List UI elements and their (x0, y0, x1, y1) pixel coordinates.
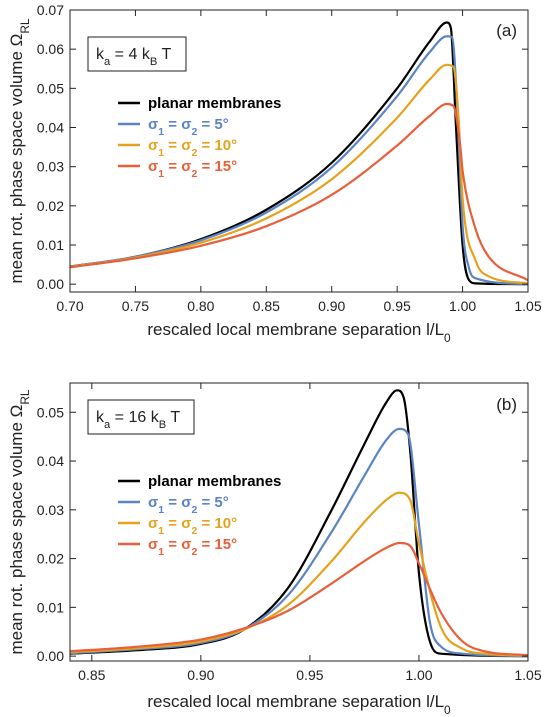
parameter-box-frame (87, 36, 187, 72)
y-tick-label: 0.07 (37, 2, 64, 18)
y-axis-label: mean rot. phase space volume ΩRL (7, 389, 32, 654)
x-axis-label: rescaled local membrane separation l/L0 (147, 320, 451, 345)
ticks: 0.70 0.75 0.80 0.85 0.90 0.95 1.00 1.05 0.00 0.01… (37, 2, 542, 314)
x-tick-label: 0.95 (296, 667, 323, 683)
x-tick-label: 1.00 (405, 667, 432, 683)
y-tick-label: 0.01 (37, 237, 64, 253)
x-tick-label: 1.05 (514, 667, 541, 683)
series-line-1 (70, 35, 528, 286)
series-layer (70, 21, 528, 286)
legend-entry: planar membranes (148, 95, 281, 112)
y-tick-label: 0.01 (37, 599, 64, 615)
legend-entry: σ1 = σ2 = 10° (148, 515, 237, 537)
parameter-box-frame (87, 399, 195, 435)
series-line-3 (70, 102, 528, 282)
x-tick-label: 0.85 (78, 667, 105, 683)
y-tick-label: 0.03 (37, 159, 64, 175)
y-tick-label: 0.04 (37, 120, 64, 136)
legend-entry: planar membranes (148, 473, 281, 490)
series-line-0 (70, 21, 528, 286)
x-tick-label: 1.05 (514, 298, 541, 314)
plot-frame (69, 382, 529, 662)
y-tick-label: 0.03 (37, 502, 64, 518)
y-tick-label: 0.06 (37, 41, 64, 57)
legend: planar membranes σ1 = σ2 = 5°σ1 = σ2 = 10… (118, 473, 281, 558)
parameter-box: ka = 4 kB T (87, 36, 187, 72)
series-line-2 (70, 63, 528, 285)
legend-entry: σ1 = σ2 = 15° (148, 158, 237, 180)
x-tick-label: 0.75 (122, 298, 149, 314)
panel-tag: (a) (496, 21, 517, 40)
x-axis-label: rescaled local membrane separation l/L0 (147, 692, 451, 717)
y-tick-label: 0.02 (37, 198, 64, 214)
plot-frame (69, 9, 529, 293)
parameter-box: ka = 16 kB T (87, 399, 195, 435)
legend: planar membranes σ1 = σ2 = 5°σ1 = σ2 = 10… (118, 95, 281, 180)
y-tick-label: 0.00 (37, 648, 64, 664)
x-tick-label: 0.85 (253, 298, 280, 314)
x-tick-label: 0.90 (318, 298, 345, 314)
legend-entry: σ1 = σ2 = 5° (148, 116, 229, 138)
x-tick-label: 1.00 (449, 298, 476, 314)
series-line-2 (70, 491, 528, 657)
x-tick-label: 0.80 (187, 298, 214, 314)
legend-entry: σ1 = σ2 = 15° (148, 536, 237, 558)
x-tick-label: 0.95 (384, 298, 411, 314)
y-tick-label: 0.02 (37, 551, 64, 567)
series-line-1 (70, 427, 528, 658)
y-tick-label: 0.00 (37, 276, 64, 292)
parameter-box-text: ka = 4 kB T (96, 46, 171, 68)
y-tick-label: 0.05 (37, 80, 64, 96)
legend-entry: σ1 = σ2 = 10° (148, 137, 237, 159)
y-tick-label: 0.04 (37, 453, 64, 469)
parameter-box-text: ka = 16 kB T (96, 409, 180, 431)
panel-a: 0.70 0.75 0.80 0.85 0.90 0.95 1.00 1.05 0.00 0.01… (7, 2, 542, 345)
x-tick-label: 0.90 (187, 667, 214, 683)
panel-tag: (b) (496, 395, 517, 414)
legend-entry: σ1 = σ2 = 5° (148, 494, 229, 516)
y-tick-label: 0.05 (37, 404, 64, 420)
series-layer (70, 389, 528, 658)
y-axis-label: mean rot. phase space volume ΩRL (7, 18, 32, 283)
ticks: 0.85 0.90 0.95 1.00 1.05 0.00 0.01 0.02 0.03 0.04… (37, 383, 542, 683)
panel-b: 0.85 0.90 0.95 1.00 1.05 0.00 0.01 0.02 0.03 0.04… (7, 382, 542, 717)
x-tick-label: 0.70 (56, 298, 83, 314)
series-line-3 (70, 541, 528, 657)
